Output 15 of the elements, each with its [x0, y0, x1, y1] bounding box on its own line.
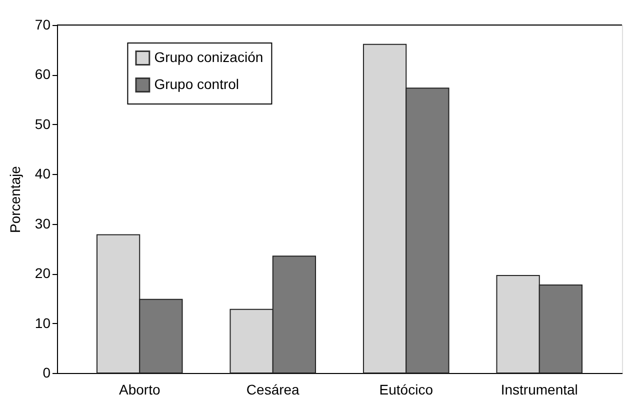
y-axis-title: Porcentaje — [6, 166, 23, 233]
y-tick-label: 40 — [34, 166, 51, 182]
y-tick-label: 0 — [42, 364, 51, 380]
y-tick-label: 30 — [34, 215, 51, 232]
y-tick-label: 20 — [34, 265, 51, 282]
x-tick-label: Instrumental — [500, 382, 578, 398]
legend-label: Grupo conización — [154, 49, 264, 65]
y-tick-label: 60 — [34, 66, 51, 82]
x-tick-label: Eutócico — [379, 382, 434, 398]
x-tick-label: Cesárea — [246, 382, 300, 398]
x-tick-label: Aborto — [118, 382, 160, 398]
y-tick-label: 10 — [34, 314, 51, 331]
y-tick-label: 70 — [34, 16, 51, 32]
y-tick-label: 50 — [34, 116, 51, 132]
legend-label: Grupo control — [154, 76, 240, 92]
